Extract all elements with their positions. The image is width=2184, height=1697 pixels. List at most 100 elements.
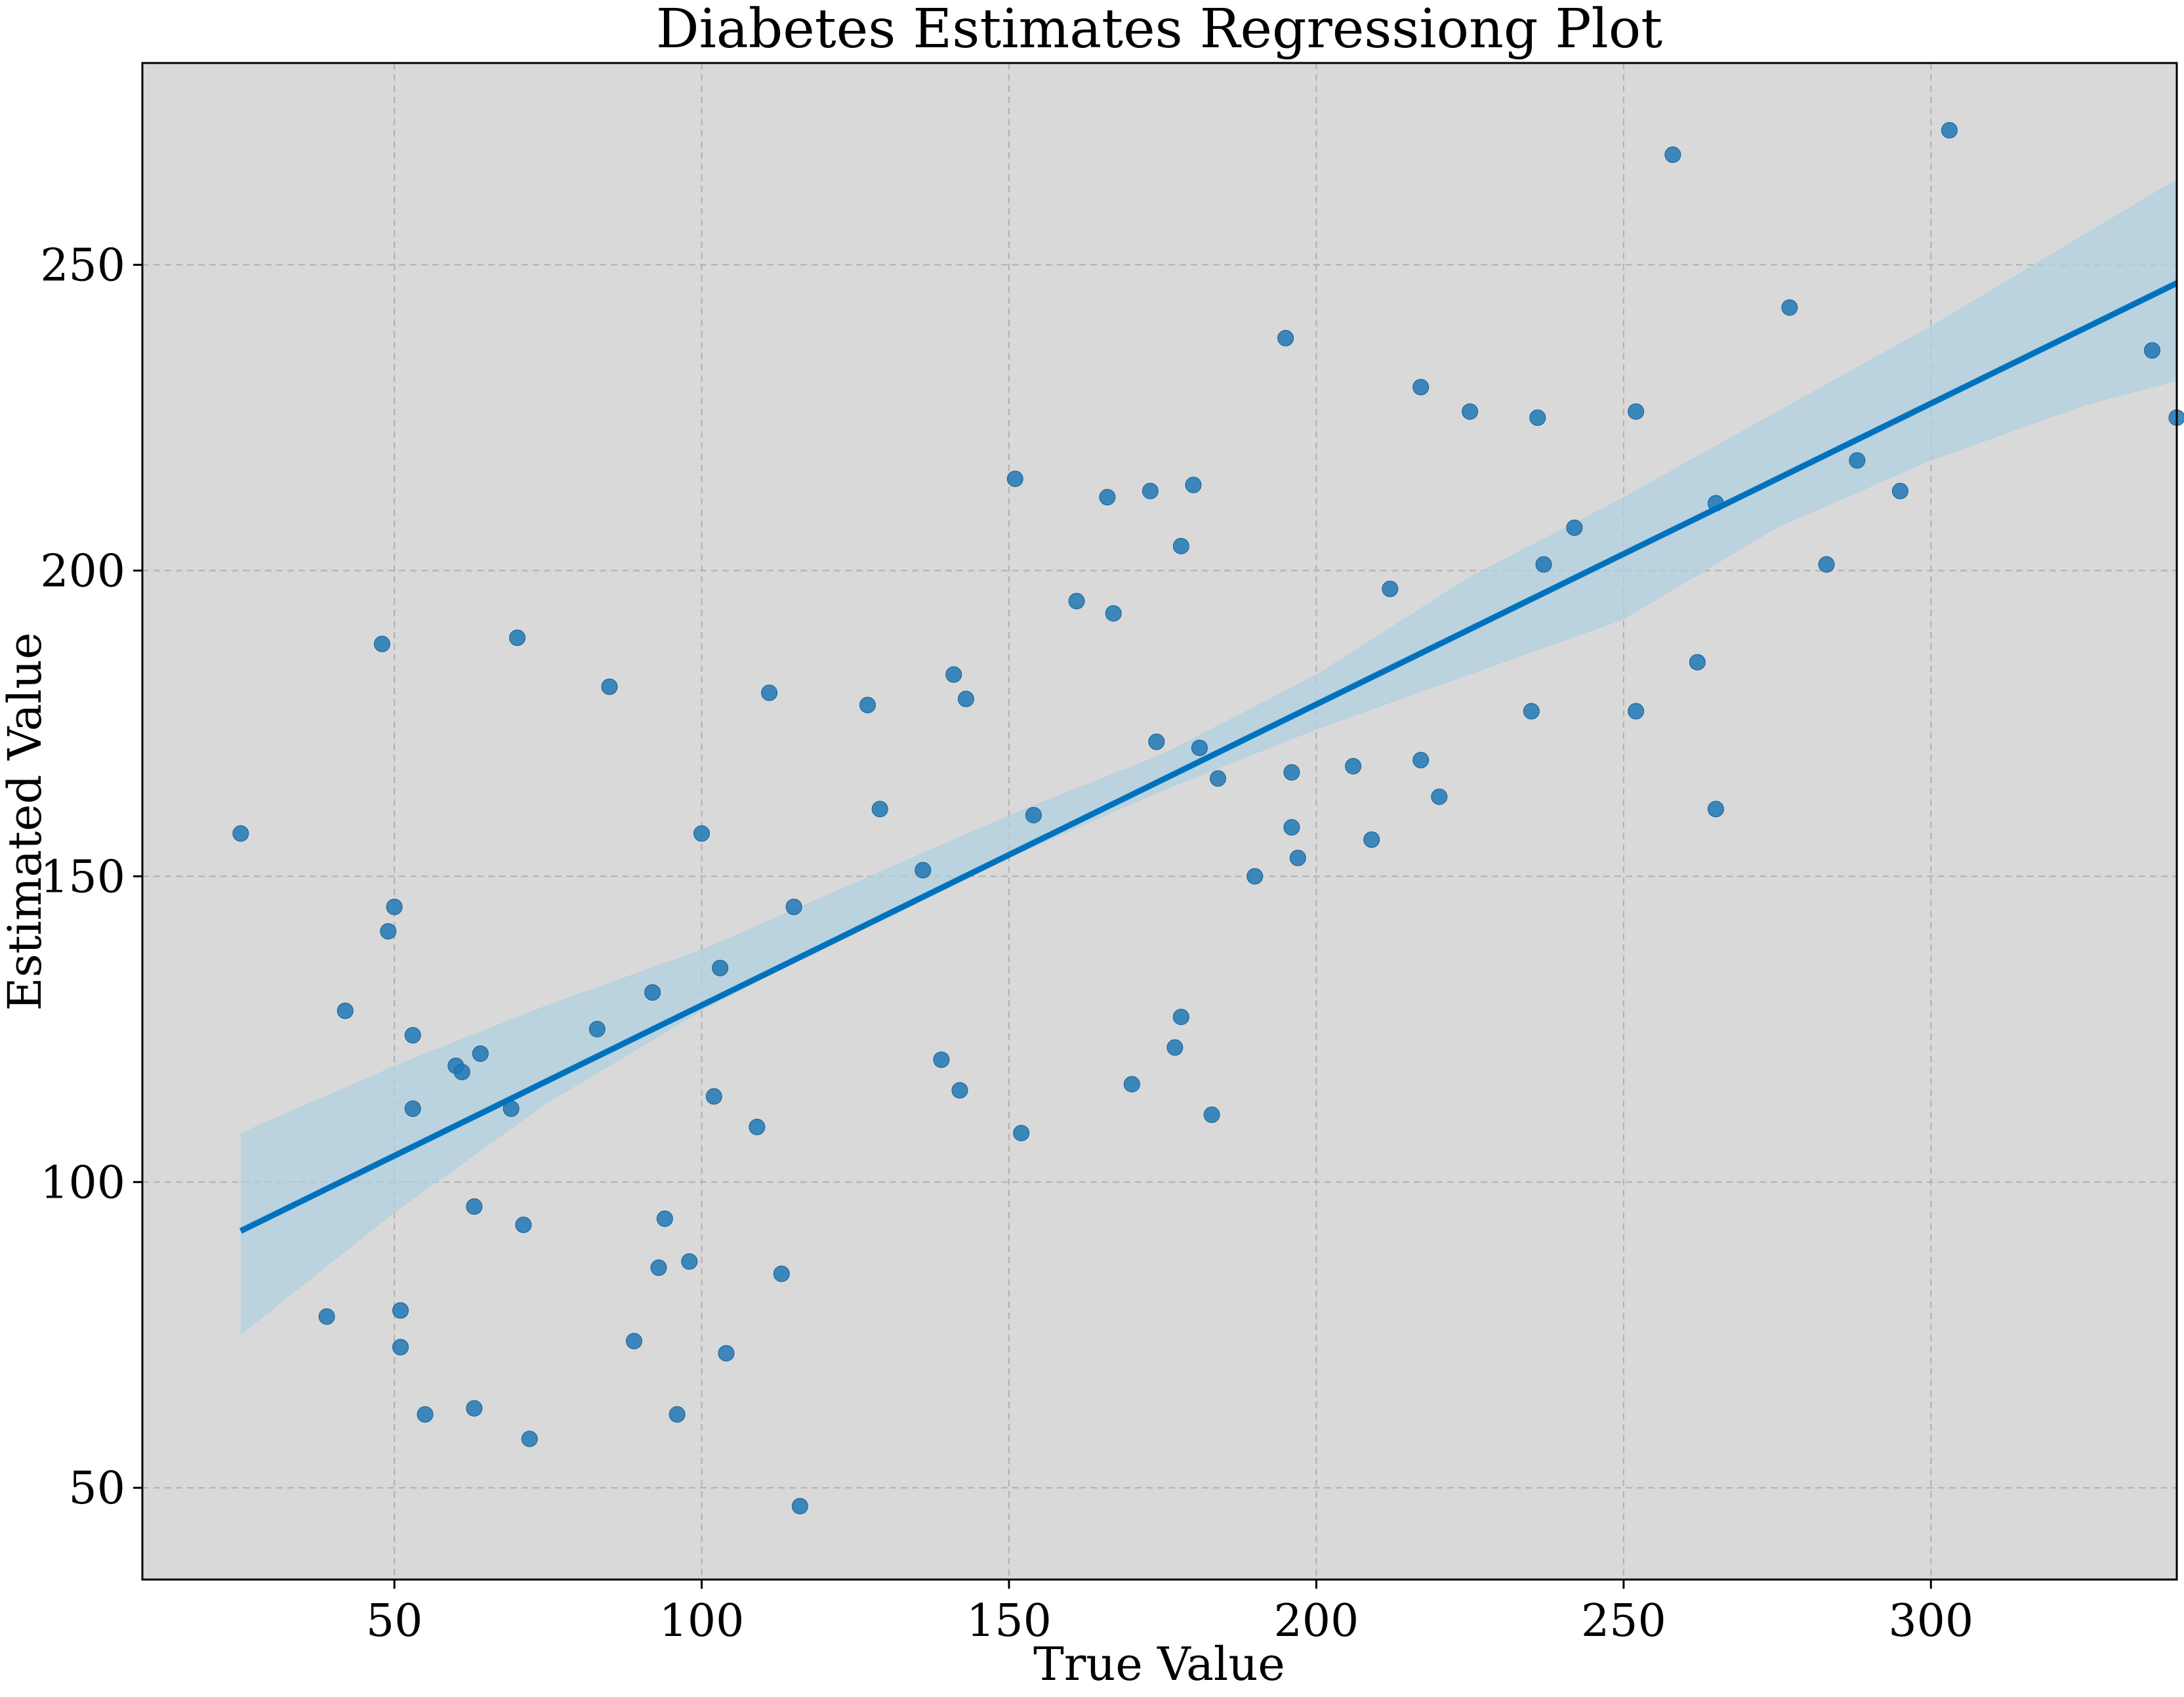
data-point	[1142, 482, 1159, 499]
data-point	[515, 1217, 532, 1233]
data-point	[1191, 740, 1208, 757]
data-point	[466, 1198, 483, 1215]
data-point	[644, 984, 661, 1001]
data-point	[1941, 122, 1958, 138]
data-point	[1068, 593, 1085, 610]
data-point	[1628, 703, 1645, 720]
data-point	[945, 666, 962, 683]
y-tick-label: 250	[40, 240, 125, 292]
data-point	[404, 1027, 421, 1044]
data-point	[1382, 580, 1399, 597]
x-tick-label: 250	[1581, 1595, 1666, 1647]
data-point	[705, 1088, 722, 1105]
data-point	[1013, 1125, 1030, 1142]
data-point	[1363, 831, 1380, 848]
data-point	[386, 898, 403, 915]
data-point	[453, 1064, 470, 1081]
data-point	[1099, 489, 1116, 506]
data-point	[1247, 868, 1264, 885]
data-point	[1628, 403, 1645, 420]
data-point	[1123, 1076, 1140, 1093]
data-point	[1025, 807, 1042, 824]
y-axis-label: Estimated Value	[0, 632, 52, 1011]
data-point	[1566, 519, 1583, 536]
data-point	[681, 1253, 698, 1270]
data-point	[785, 898, 802, 915]
data-point	[392, 1339, 409, 1356]
data-point	[521, 1431, 538, 1448]
y-tick-label: 50	[68, 1463, 125, 1515]
y-tick-label: 150	[40, 851, 125, 903]
data-point	[466, 1400, 483, 1417]
x-tick-label: 200	[1274, 1595, 1359, 1647]
scatter-points	[232, 122, 2184, 1515]
data-point	[1172, 537, 1189, 555]
data-point	[318, 1308, 335, 1325]
data-point	[1689, 654, 1706, 671]
regression-line	[239, 280, 2178, 1234]
axis-ticks: 50 100 150 200 250 300 50 100 150 200 250	[40, 240, 1973, 1647]
data-point	[1210, 770, 1226, 787]
data-point	[712, 959, 729, 976]
data-point	[859, 696, 876, 713]
data-point	[1781, 299, 1798, 316]
data-point	[1166, 1039, 1184, 1056]
data-point	[693, 825, 710, 842]
data-point	[656, 1210, 673, 1227]
data-point	[915, 862, 932, 879]
data-point	[392, 1302, 409, 1319]
data-point	[761, 684, 778, 702]
data-point	[1431, 788, 1448, 805]
data-point	[650, 1259, 667, 1276]
x-tick-label: 150	[966, 1595, 1052, 1647]
data-point	[1185, 476, 1202, 493]
data-point	[588, 1020, 606, 1037]
data-point	[1535, 556, 1552, 573]
data-point	[1529, 409, 1546, 426]
plot-area	[142, 63, 2177, 1580]
data-point	[933, 1051, 950, 1068]
y-tick-label: 100	[40, 1157, 125, 1209]
data-point	[1412, 379, 1430, 396]
data-point	[791, 1498, 808, 1515]
x-tick-label: 50	[366, 1595, 423, 1647]
x-tick-label: 100	[659, 1595, 745, 1647]
data-point	[749, 1118, 766, 1135]
plot-frame	[141, 62, 2178, 1581]
data-point	[1664, 146, 1681, 163]
data-point	[509, 629, 525, 646]
data-point	[2144, 342, 2160, 359]
grid-lines	[142, 63, 2177, 1580]
data-point	[871, 801, 888, 818]
data-point	[1707, 801, 1724, 818]
data-point	[232, 825, 249, 842]
data-point	[373, 635, 390, 652]
data-point	[472, 1045, 489, 1062]
data-point	[669, 1406, 686, 1423]
x-tick-label: 300	[1888, 1595, 1973, 1647]
data-point	[626, 1333, 642, 1350]
data-point	[951, 1082, 968, 1099]
data-point	[380, 923, 397, 940]
data-point	[1105, 605, 1122, 622]
data-point	[404, 1100, 421, 1117]
data-point	[1523, 703, 1540, 720]
data-point	[1283, 764, 1300, 781]
data-point	[1849, 452, 1866, 469]
data-point	[718, 1345, 735, 1362]
data-point	[337, 1002, 354, 1019]
data-point	[1412, 751, 1430, 768]
data-point	[1891, 482, 1908, 499]
data-point	[1006, 471, 1023, 488]
data-point	[1203, 1106, 1220, 1123]
data-point	[601, 679, 618, 695]
data-point	[957, 690, 974, 707]
data-point	[1345, 758, 1362, 775]
x-axis-label: True Value	[1033, 1637, 1285, 1691]
data-point	[1289, 849, 1306, 866]
data-point	[1818, 556, 1835, 573]
y-tick-label: 200	[40, 545, 125, 597]
data-point	[1277, 329, 1294, 346]
chart-title: Diabetes Estimates Regressiong Plot	[656, 0, 1662, 60]
regression-fit-line	[239, 280, 2178, 1234]
